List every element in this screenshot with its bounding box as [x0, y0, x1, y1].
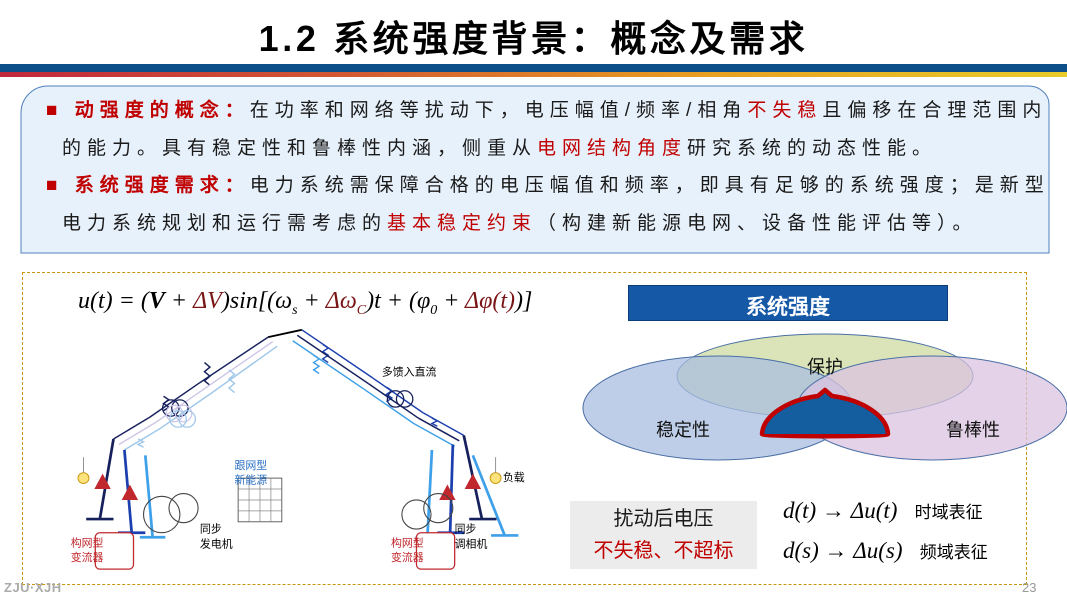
svg-text:鲁棒性: 鲁棒性 — [946, 420, 1000, 440]
svg-text:变流器: 变流器 — [71, 550, 104, 564]
svg-text:构网型: 构网型 — [391, 535, 424, 549]
svg-text:新能源: 新能源 — [234, 473, 267, 487]
svg-text:同步: 同步 — [200, 523, 222, 536]
svg-text:负载: 负载 — [503, 470, 525, 484]
svg-text:保护: 保护 — [807, 357, 843, 377]
svg-text:构网型: 构网型 — [71, 535, 104, 549]
svg-text:发电机: 发电机 — [200, 536, 233, 550]
svg-text:稳定性: 稳定性 — [656, 420, 710, 440]
svg-text:跟网型: 跟网型 — [234, 458, 267, 472]
svg-text:多馈入直流: 多馈入直流 — [382, 364, 437, 378]
svg-text:变流器: 变流器 — [391, 550, 424, 564]
svg-text:同步: 同步 — [455, 523, 477, 536]
svg-text:调相机: 调相机 — [455, 536, 488, 550]
